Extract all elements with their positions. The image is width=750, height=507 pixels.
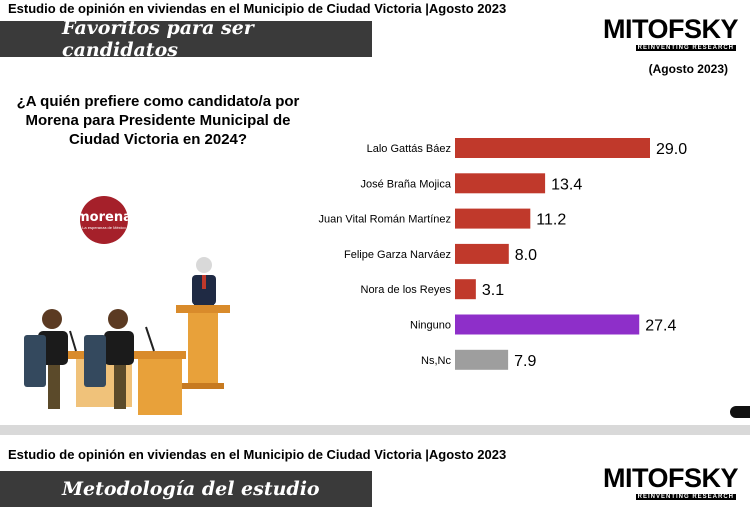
- banner-title: Favoritos para ser candidatos: [62, 17, 254, 61]
- category-label: José Braña Mojica: [361, 178, 452, 190]
- banner-title: Metodología del estudio: [62, 478, 320, 500]
- party-logo: morena La esperanza de México: [76, 196, 132, 244]
- person-left: [24, 309, 68, 409]
- category-labels: Lalo Gattás Báez José Braña Mojica Juan Vi…: [319, 143, 452, 367]
- bar: [455, 173, 546, 194]
- party-logo-text: morena: [76, 210, 132, 225]
- brand-tagline: REINVENTING RESEARCH: [635, 45, 736, 51]
- bar: [455, 138, 650, 158]
- party-logo-tagline: La esperanza de México: [82, 225, 126, 230]
- bars: [455, 138, 650, 370]
- category-label: Nora de los Reyes: [361, 284, 452, 296]
- section-banner: Favoritos para ser candidatos: [0, 17, 372, 61]
- debate-illustration: [24, 257, 230, 415]
- podium: [176, 305, 230, 389]
- bar: [455, 279, 476, 300]
- category-label: Felipe Garza Narváez: [344, 249, 451, 261]
- value-label: 3.1: [482, 282, 504, 299]
- candidate-bar-chart: Lalo Gattás Báez José Braña Mojica Juan Vi…: [319, 138, 687, 370]
- brand-logo: MITOFSKY: [602, 14, 739, 44]
- value-label: 13.4: [551, 176, 582, 193]
- bar: [455, 349, 509, 370]
- bar: [455, 208, 531, 229]
- brand-tagline: REINVENTING RESEARCH: [635, 494, 736, 500]
- category-label: Lalo Gattás Báez: [367, 143, 451, 155]
- person-right: [84, 309, 134, 409]
- value-labels: 29.0 13.4 11.2 8.0 3.1 27.4 7.9: [482, 141, 687, 370]
- slide-divider: [0, 425, 750, 435]
- slide-nav-tab[interactable]: [730, 406, 750, 418]
- slide-metodologia: Estudio de opinión en viviendas en el Mu…: [0, 435, 750, 507]
- section-banner: Metodología del estudio: [0, 471, 372, 507]
- survey-question: ¿A quién prefiere como candidato/a por M…: [16, 93, 300, 148]
- value-label: 7.9: [514, 353, 536, 370]
- category-label: Ns,Nc: [421, 355, 451, 367]
- slide-header: Estudio de opinión en viviendas en el Mu…: [8, 447, 507, 462]
- bar: [455, 243, 509, 264]
- slide-favoritos: Estudio de opinión en viviendas en el Mu…: [0, 1, 750, 418]
- brand-logo: MITOFSKY: [602, 463, 739, 493]
- bar: [455, 314, 640, 335]
- category-label: Juan Vital Román Martínez: [319, 214, 451, 226]
- survey-date: (Agosto 2023): [648, 62, 728, 76]
- value-label: 29.0: [656, 141, 687, 158]
- value-label: 8.0: [515, 247, 537, 264]
- value-label: 11.2: [536, 212, 566, 229]
- value-label: 27.4: [645, 318, 676, 335]
- microphones: [69, 326, 155, 352]
- category-label: Ninguno: [410, 320, 451, 332]
- slide-header: Estudio de opinión en viviendas en el Mu…: [8, 1, 507, 16]
